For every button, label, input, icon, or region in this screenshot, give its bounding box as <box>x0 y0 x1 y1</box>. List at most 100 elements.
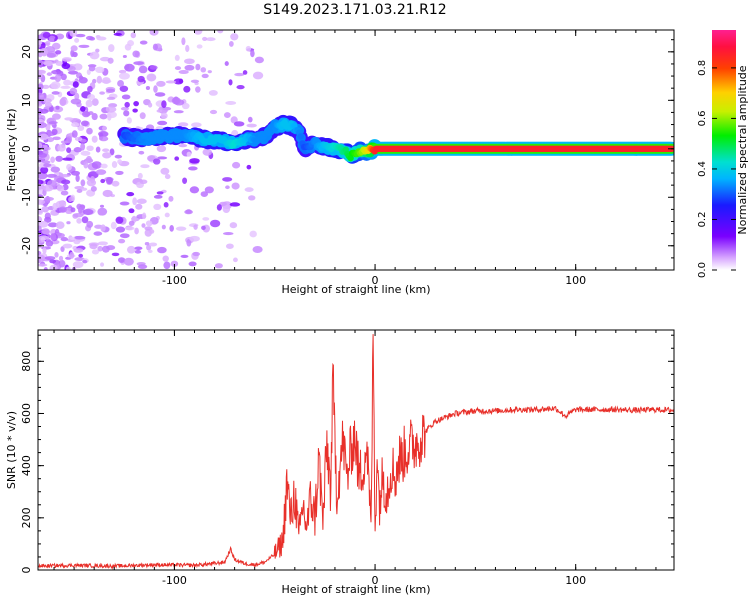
colorbar-tick-label: 0.4 <box>697 161 708 177</box>
noise-speck <box>182 177 188 184</box>
noise-speck <box>46 137 54 143</box>
noise-speck <box>38 92 44 96</box>
noise-speck <box>109 148 115 156</box>
noise-speck <box>38 254 46 263</box>
noise-speck <box>124 63 135 72</box>
noise-speck <box>76 218 82 224</box>
noise-speck <box>80 150 91 156</box>
noise-speck <box>126 191 135 197</box>
noise-speck <box>106 96 116 100</box>
noise-speck <box>200 191 209 198</box>
x-tick-label: -100 <box>162 274 187 287</box>
noise-speck <box>208 90 218 96</box>
noise-speck <box>48 35 56 40</box>
noise-speck <box>60 85 71 89</box>
noise-speck <box>102 125 107 131</box>
noise-speck <box>70 207 76 213</box>
noise-speck <box>191 122 202 128</box>
noise-speck <box>45 40 51 47</box>
noise-speck <box>72 261 84 269</box>
noise-speck <box>242 70 248 75</box>
noise-speck <box>61 62 71 70</box>
noise-speck <box>74 38 80 43</box>
noise-speck <box>77 125 85 131</box>
noise-speck <box>42 144 48 148</box>
noise-speck <box>106 88 116 93</box>
x-tick-label: -100 <box>162 574 187 587</box>
noise-speck <box>73 213 84 218</box>
noise-speck <box>86 179 97 187</box>
noise-speck <box>148 242 158 247</box>
noise-speck <box>195 86 201 93</box>
noise-speck <box>123 257 134 266</box>
noise-speck <box>164 212 170 218</box>
y-tick-label: 600 <box>20 403 33 424</box>
y-tick-label: 20 <box>20 45 33 59</box>
noise-speck <box>178 70 189 75</box>
noise-speck <box>70 45 78 52</box>
snr-frame <box>37 329 675 571</box>
noise-speck <box>87 171 99 179</box>
noise-speck <box>163 202 169 208</box>
noise-speck <box>44 256 56 261</box>
noise-speck <box>138 65 148 74</box>
noise-speck <box>56 185 65 192</box>
noise-speck <box>60 246 65 253</box>
noise-speck <box>69 30 78 37</box>
noise-speck <box>209 109 218 115</box>
colorbar-tick-label: 0.2 <box>697 212 708 228</box>
noise-speck <box>136 198 147 204</box>
noise-speck <box>173 110 184 114</box>
noise-speck <box>55 60 63 66</box>
noise-speck <box>228 41 234 47</box>
noise-speck <box>39 108 49 114</box>
noise-speck <box>153 194 163 199</box>
noise-speck <box>189 235 200 242</box>
colorbar-tick-label: 0.8 <box>697 60 708 76</box>
noise-speck <box>178 143 188 148</box>
noise-speck <box>78 44 90 48</box>
noise-speck <box>61 179 71 185</box>
noise-speck <box>174 54 180 62</box>
noise-speck <box>173 78 184 85</box>
noise-speck <box>66 221 71 225</box>
noise-speck <box>74 136 83 142</box>
noise-speck <box>38 179 44 185</box>
noise-speck <box>169 225 174 232</box>
noise-speck <box>70 170 80 176</box>
noise-speck <box>149 65 158 70</box>
noise-speck <box>141 223 146 228</box>
noise-speck <box>137 75 145 83</box>
noise-speck <box>144 242 150 246</box>
noise-speck <box>161 100 167 108</box>
noise-speck <box>114 154 123 159</box>
noise-speck <box>132 50 140 58</box>
noise-speck <box>80 106 86 112</box>
noise-speck <box>40 166 49 174</box>
figure-title: S149.2023.171.03.21.R12 <box>263 2 446 18</box>
noise-speck <box>117 257 126 263</box>
noise-speck <box>248 195 256 201</box>
noise-speck <box>236 84 245 90</box>
noise-speck <box>76 189 83 194</box>
noise-speck <box>229 202 241 207</box>
noise-speck <box>99 91 105 95</box>
noise-speck <box>41 160 51 164</box>
noise-speck <box>91 112 98 121</box>
noise-speck <box>98 136 109 142</box>
noise-speck <box>111 160 118 169</box>
noise-speck <box>247 116 253 123</box>
noise-speck <box>133 101 139 107</box>
noise-speck <box>99 204 105 208</box>
noise-speck <box>214 263 223 269</box>
noise-speck <box>102 152 112 159</box>
noise-speck <box>38 208 44 215</box>
noise-speck <box>111 252 120 257</box>
noise-speck <box>74 92 80 101</box>
noise-speck <box>50 156 56 163</box>
noise-speck <box>184 64 195 71</box>
noise-speck <box>77 206 83 214</box>
noise-speck <box>156 156 168 160</box>
noise-speck <box>71 122 80 128</box>
noise-speck <box>195 63 201 71</box>
